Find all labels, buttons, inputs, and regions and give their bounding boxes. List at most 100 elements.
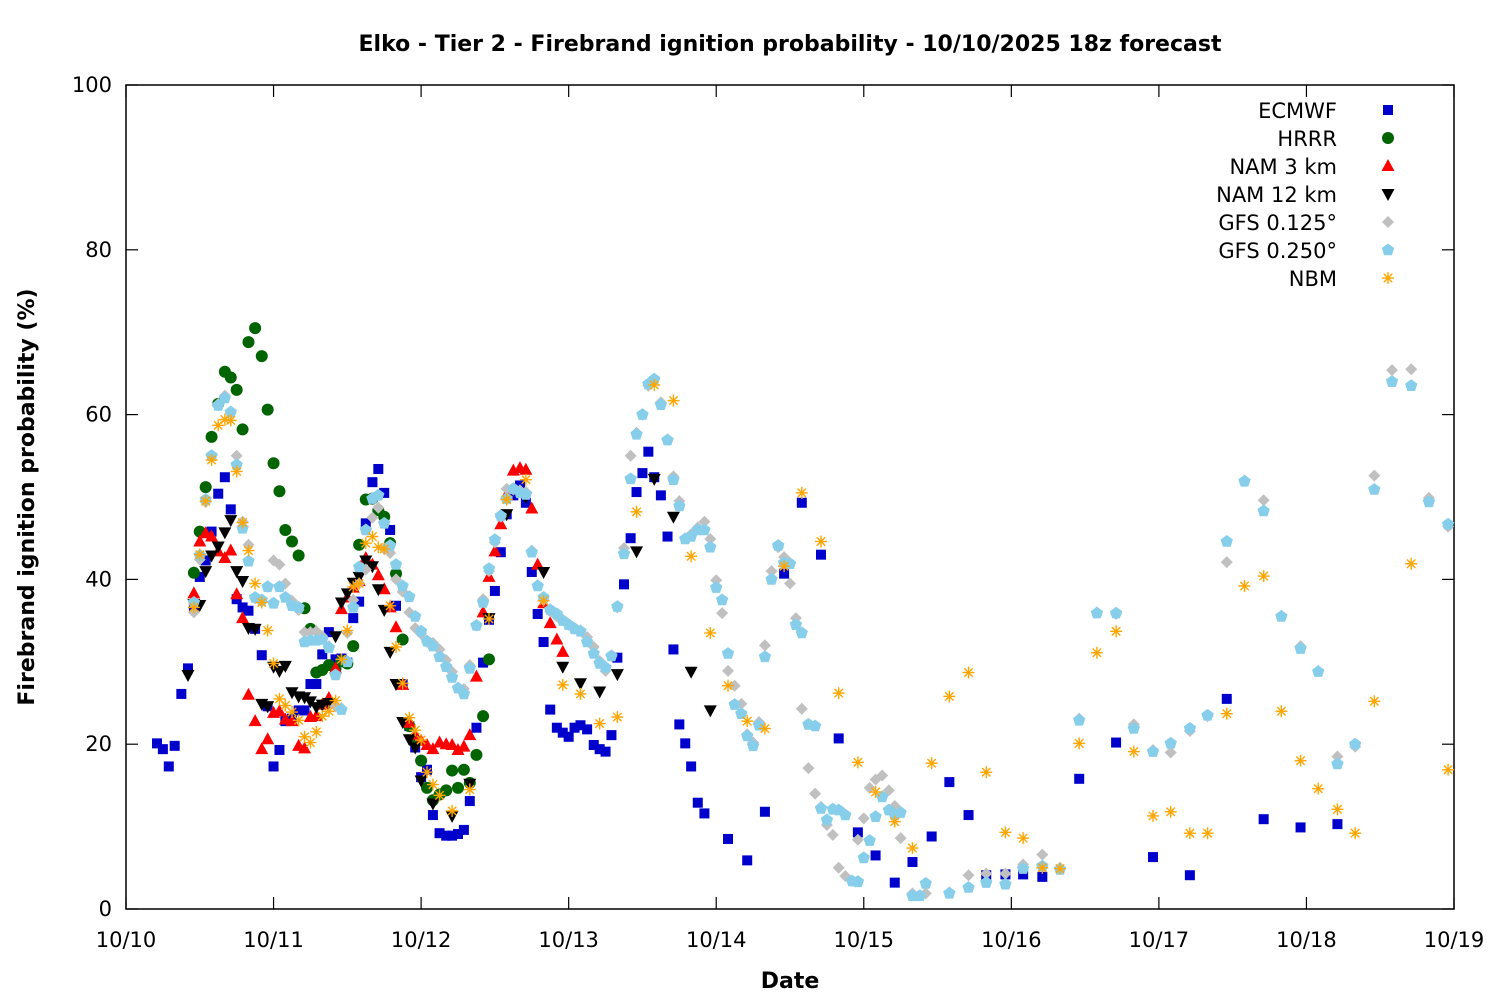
- data-point: [329, 668, 342, 681]
- data-point: [427, 810, 438, 821]
- data-point: [272, 665, 286, 678]
- data-point: [335, 653, 348, 666]
- data-point: [476, 596, 490, 608]
- data-point: [1368, 695, 1381, 708]
- y-tick-label: 40: [85, 567, 112, 591]
- data-point: [274, 744, 285, 755]
- series-nbm: [187, 378, 1455, 875]
- data-point: [1164, 746, 1177, 759]
- data-point: [643, 446, 654, 457]
- data-point: [415, 734, 428, 747]
- data-point: [354, 596, 365, 607]
- data-point: [248, 623, 262, 636]
- data-point: [1405, 363, 1418, 376]
- data-point: [826, 828, 839, 841]
- data-point: [482, 653, 495, 666]
- data-point: [151, 738, 162, 749]
- data-point: [789, 618, 803, 630]
- data-point: [298, 741, 312, 754]
- legend-label: ECMWF: [1258, 99, 1337, 123]
- legend-marker: [1383, 105, 1393, 115]
- data-point: [1183, 827, 1196, 840]
- data-point: [255, 742, 269, 755]
- data-point: [1110, 625, 1123, 638]
- data-point: [680, 738, 691, 749]
- data-point: [372, 488, 385, 501]
- data-point: [779, 568, 790, 579]
- data-point: [440, 784, 453, 797]
- data-point: [1312, 782, 1325, 795]
- data-point: [224, 543, 238, 556]
- data-point: [421, 766, 434, 779]
- data-point: [305, 679, 316, 690]
- data-point: [205, 430, 218, 443]
- data-point: [795, 486, 808, 499]
- data-point: [703, 705, 717, 718]
- data-point: [426, 778, 439, 791]
- data-point: [451, 742, 465, 755]
- data-point: [588, 740, 599, 751]
- data-point: [1312, 665, 1325, 677]
- data-point: [758, 639, 771, 652]
- data-point: [409, 724, 422, 737]
- data-point: [742, 855, 753, 866]
- data-point: [426, 639, 440, 652]
- data-point: [778, 560, 791, 573]
- data-point: [765, 572, 778, 585]
- data-point: [913, 889, 926, 902]
- data-point: [741, 729, 754, 742]
- data-point: [692, 797, 703, 808]
- data-point: [795, 626, 808, 639]
- data-point: [385, 524, 396, 535]
- data-point: [414, 775, 428, 788]
- data-point: [563, 731, 574, 742]
- data-point: [311, 679, 322, 690]
- data-point: [889, 877, 900, 888]
- data-point: [630, 505, 643, 518]
- data-point: [298, 692, 312, 705]
- data-point: [249, 322, 262, 335]
- data-point: [1368, 469, 1381, 482]
- data-point: [550, 632, 564, 645]
- data-point: [433, 650, 446, 663]
- data-point: [446, 804, 459, 817]
- data-point: [531, 579, 544, 592]
- data-point: [963, 810, 974, 821]
- data-point: [1201, 827, 1214, 840]
- data-point: [279, 699, 292, 712]
- data-point: [329, 694, 342, 707]
- legend-label: NAM 12 km: [1216, 183, 1337, 207]
- data-point: [876, 790, 889, 803]
- data-point: [662, 531, 673, 542]
- data-point: [851, 833, 864, 846]
- data-point: [256, 650, 267, 661]
- data-point: [795, 702, 808, 715]
- data-point: [999, 877, 1012, 890]
- data-point: [273, 580, 286, 593]
- data-point: [716, 607, 729, 620]
- data-point: [551, 722, 562, 733]
- data-point: [654, 398, 668, 410]
- data-point: [832, 687, 845, 700]
- data-point: [1074, 773, 1085, 784]
- data-point: [600, 746, 611, 757]
- data-point: [556, 678, 569, 691]
- data-point: [869, 785, 882, 798]
- data-point: [242, 336, 255, 349]
- data-point: [802, 762, 815, 775]
- series-nam-3-km: [187, 461, 570, 755]
- data-point: [323, 627, 334, 638]
- data-point: [869, 810, 882, 822]
- data-point: [236, 516, 249, 529]
- data-point: [1331, 757, 1344, 770]
- data-point: [606, 730, 617, 741]
- data-point: [556, 644, 570, 657]
- data-point: [1184, 870, 1195, 881]
- y-tick-label: 60: [85, 403, 112, 427]
- data-point: [279, 591, 292, 603]
- data-point: [261, 732, 275, 745]
- y-axis-label: Firebrand ignition probability (%): [15, 288, 40, 705]
- legend-marker: [1381, 159, 1395, 171]
- data-point: [434, 828, 445, 839]
- data-point: [463, 728, 477, 741]
